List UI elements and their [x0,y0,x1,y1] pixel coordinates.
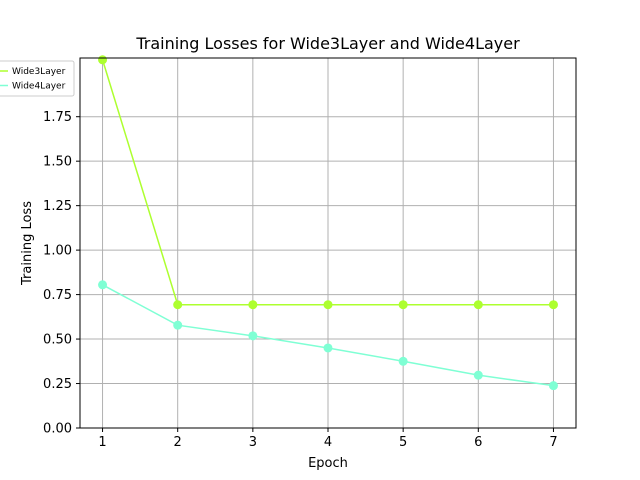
data-point-wide4layer [323,343,333,353]
data-point-wide3layer [323,300,333,310]
legend-label-wide3layer: Wide3Layer [12,67,66,77]
x-tick-label: 7 [549,435,557,450]
data-point-wide3layer [173,300,183,310]
x-axis: 1 2 3 4 5 6 7 [98,428,558,450]
y-axis: 0.00 0.25 0.50 0.75 1.00 1.25 1.50 1.75 [43,110,80,437]
data-point-wide3layer [398,300,408,310]
y-tick-label: 0.25 [43,377,72,392]
y-tick-label: 1.50 [43,155,72,170]
y-tick-label: 1.25 [43,199,72,214]
series-layer [98,55,558,391]
data-point-wide4layer [473,370,483,380]
x-axis-label: Epoch [308,456,348,471]
y-axis-label: Training Loss [20,201,35,286]
y-tick-label: 0.50 [43,333,72,348]
x-tick-label: 3 [249,435,257,450]
data-point-wide4layer [173,320,183,330]
series-wide4layer [98,280,558,391]
x-tick-label: 1 [98,435,106,450]
x-tick-label: 6 [474,435,482,450]
y-tick-label: 1.75 [43,110,72,125]
data-point-wide4layer [398,356,408,366]
data-point-wide4layer [248,331,258,341]
data-point-wide4layer [548,381,558,391]
legend-label-wide4layer: Wide4Layer [12,82,66,92]
data-point-wide3layer [548,300,558,310]
chart-title: Training Losses for Wide3Layer and Wide4… [135,34,520,53]
data-point-wide3layer [98,55,108,65]
legend: Wide3Layer Wide4Layer [0,60,75,97]
data-point-wide3layer [248,300,258,310]
data-point-wide4layer [98,280,108,290]
y-tick-label: 0.00 [43,422,72,437]
grid-lines [80,58,576,429]
x-tick-label: 5 [399,435,407,450]
y-tick-label: 1.00 [43,244,72,259]
x-tick-label: 4 [324,435,332,450]
x-tick-label: 2 [174,435,182,450]
y-tick-label: 0.75 [43,288,72,303]
data-point-wide3layer [473,300,483,310]
legend-box [0,60,75,97]
